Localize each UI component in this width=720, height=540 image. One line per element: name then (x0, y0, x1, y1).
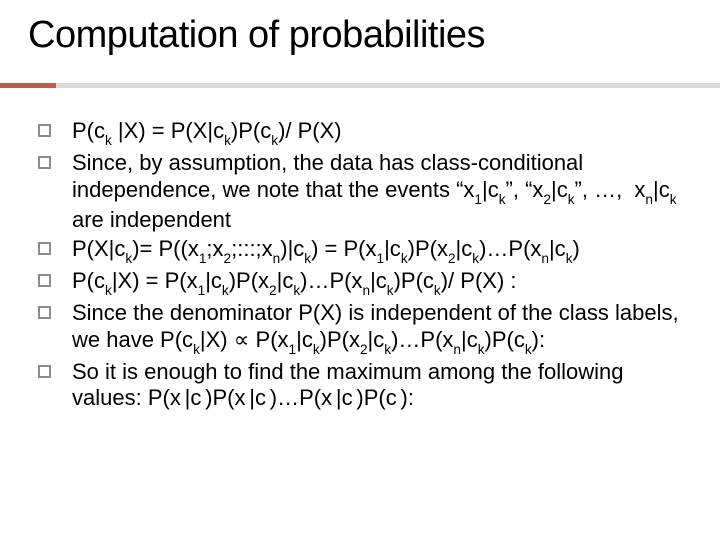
item-text: Since, by assumption, the data has class… (72, 150, 677, 232)
list-item: Since, by assumption, the data has class… (38, 150, 696, 234)
item-text: P(ck |X) = P(X|ck)P(ck)/ P(X) (72, 118, 342, 143)
bullet-list: P(ck |X) = P(X|ck)P(ck)/ P(X) Since, by … (38, 118, 696, 416)
square-bullet-icon (38, 124, 51, 137)
square-bullet-icon (38, 156, 51, 169)
item-text: So it is enough to find the maximum amon… (72, 359, 624, 411)
list-item: P(ck|X) = P(x1|ck)P(x2|ck)…P(xn|ck)P(ck)… (38, 268, 696, 298)
list-item: P(ck |X) = P(X|ck)P(ck)/ P(X) (38, 118, 696, 148)
square-bullet-icon (38, 274, 51, 287)
square-bullet-icon (38, 365, 51, 378)
list-item: So it is enough to find the maximum amon… (38, 359, 696, 416)
list-item: Since the denominator P(X) is independen… (38, 300, 696, 357)
item-text: P(ck|X) = P(x1|ck)P(x2|ck)…P(xn|ck)P(ck)… (72, 268, 517, 293)
title-block: Computation of probabilities (0, 0, 720, 59)
page-title: Computation of probabilities (28, 14, 692, 57)
content-area: P(ck |X) = P(X|ck)P(ck)/ P(X) Since, by … (0, 88, 720, 416)
list-item: P(X|ck)= P((x1;x2;:::;xn)|ck) = P(x1|ck)… (38, 236, 696, 266)
square-bullet-icon (38, 306, 51, 319)
square-bullet-icon (38, 242, 51, 255)
item-text: P(X|ck)= P((x1;x2;:::;xn)|ck) = P(x1|ck)… (72, 236, 580, 261)
item-text: Since the denominator P(X) is independen… (72, 300, 679, 352)
